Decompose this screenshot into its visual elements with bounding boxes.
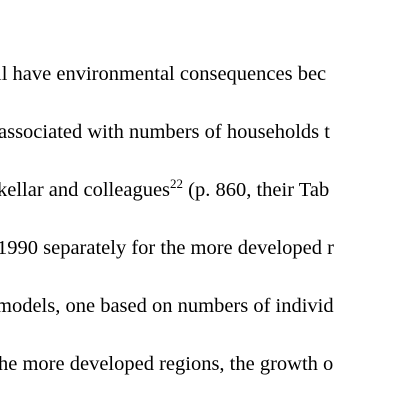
text-line-6: he more developed regions, the growth o [0,353,334,375]
text-line-4: 1990 separately for the more developed r [0,237,334,259]
text-line-5: models, one based on numbers of individ [0,295,334,317]
text-line-3: kellar and colleagues22 (p. 860, their T… [0,177,330,201]
text-line-3-start: kellar and colleagues [0,179,171,201]
text-line-3-end: (p. 860, their Tab [183,179,330,201]
footnote-reference[interactable]: 22 [170,176,184,191]
text-line-1: ll have environmental consequences bec [0,63,327,85]
text-line-2: associated with numbers of households t [0,121,330,143]
